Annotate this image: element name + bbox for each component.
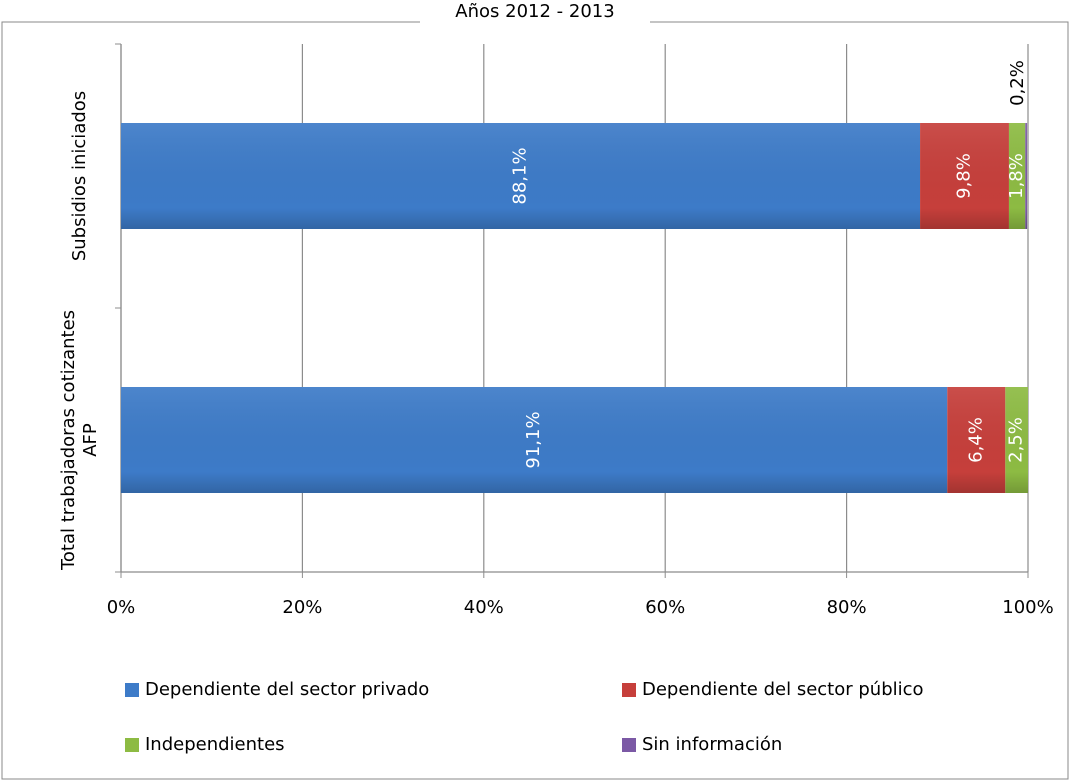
data-label: 0,2% [1007,60,1028,106]
bar-shade [1025,123,1028,229]
legend-swatch [622,738,636,752]
x-tick-label: 0% [107,597,136,618]
bar-shade [920,123,1009,229]
x-tick-label: 60% [645,597,685,618]
legend-label: Independientes [145,734,285,755]
x-tick-label: 80% [827,597,867,618]
bar-shade [121,387,948,493]
y-tick-label: Subsidios iniciados [69,90,90,262]
x-tick-label: 20% [282,597,322,618]
chart-title: Años 2012 - 2013 [455,1,614,22]
legend-label: Dependiente del sector público [642,679,924,700]
y-tick-label: Total trabajadoras cotizantes AFP [58,309,101,571]
bar-shade [1005,387,1028,493]
legend-label: Dependiente del sector privado [145,679,429,700]
data-label: 88,1% [510,147,531,204]
x-tick-label: 40% [464,597,504,618]
data-label: 2,5% [1006,417,1027,463]
bar-shade [1008,123,1026,229]
legend-swatch [125,683,139,697]
data-label: 6,4% [965,417,986,463]
legend-label: Sin información [642,734,782,755]
data-label: 1,8% [1006,153,1027,199]
data-label: 9,8% [954,153,975,199]
legend-swatch [125,738,139,752]
data-label: 91,1% [523,411,544,468]
bar-shade [947,387,1006,493]
title-bg [420,2,650,26]
bar-shade [121,123,921,229]
legend-swatch [622,683,636,697]
x-tick-label: 100% [1002,597,1053,618]
